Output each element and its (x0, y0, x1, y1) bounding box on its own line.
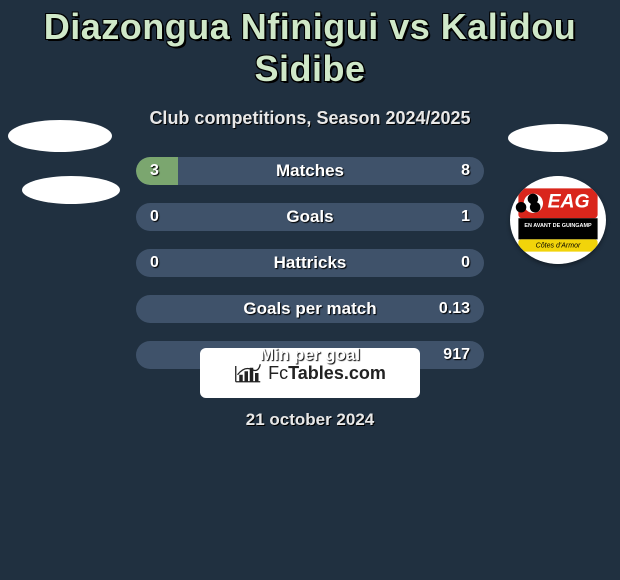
stat-right-value: 917 (443, 341, 470, 369)
stat-row: 0 Hattricks 0 (0, 249, 620, 277)
stat-left-value: 3 (150, 157, 159, 185)
stat-row: Goals per match 0.13 (0, 295, 620, 323)
stat-label: Hattricks (274, 253, 347, 273)
brand-text: FcTables.com (268, 363, 386, 384)
page-title: Diazongua Nfinigui vs Kalidou Sidibe (0, 0, 620, 90)
stat-row: Min per goal 917 (0, 341, 620, 369)
stat-row: 0 Goals 1 (0, 203, 620, 231)
stat-label: Goals (286, 207, 333, 227)
stat-row: 3 Matches 8 (0, 157, 620, 185)
stat-right-value: 0.13 (439, 295, 470, 323)
stat-right-value: 8 (461, 157, 470, 185)
stat-right-value: 0 (461, 249, 470, 277)
stat-pill: Min per goal 917 (136, 341, 484, 369)
stat-left-value: 0 (150, 249, 159, 277)
team-right-photo-placeholder (508, 124, 608, 152)
stat-label: Min per goal (260, 345, 360, 365)
bar-chart-icon (234, 362, 262, 384)
stat-label: Matches (276, 161, 344, 181)
snapshot-date: 21 october 2024 (0, 410, 620, 430)
stat-pill: Goals per match 0.13 (136, 295, 484, 323)
stat-pill: 0 Hattricks 0 (136, 249, 484, 277)
stat-right-value: 1 (461, 203, 470, 231)
stat-pill: 3 Matches 8 (136, 157, 484, 185)
team-left-photo-placeholder (8, 120, 112, 152)
stat-pill: 0 Goals 1 (136, 203, 484, 231)
stat-left-value: 0 (150, 203, 159, 231)
stat-label: Goals per match (243, 299, 376, 319)
